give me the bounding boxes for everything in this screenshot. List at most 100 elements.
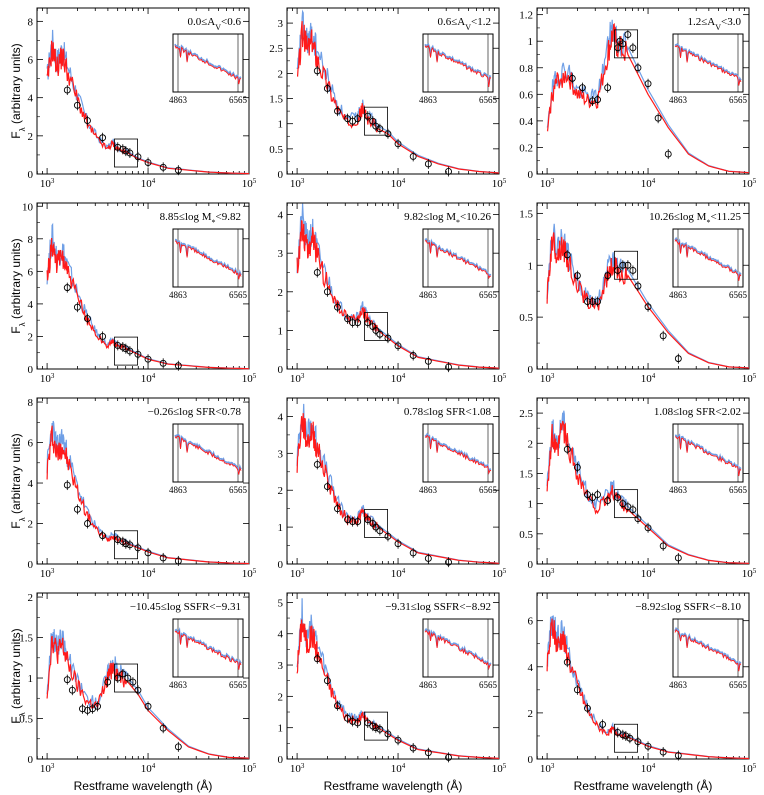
panel-title: −9.31≤log SSFR<−8.92 bbox=[385, 601, 491, 613]
panel-title: 9.82≤log M*<10.26 bbox=[404, 211, 491, 227]
y-tick-label: 8 bbox=[28, 397, 34, 409]
data-point bbox=[129, 678, 137, 686]
inset-red-spectrum bbox=[174, 240, 242, 280]
data-point bbox=[354, 115, 362, 123]
y-tick-label: 2 bbox=[278, 485, 284, 497]
inset-tick-4863: 4863 bbox=[169, 485, 188, 495]
data-point bbox=[159, 163, 167, 171]
x-tick-label: 105 bbox=[242, 567, 257, 580]
y-tick-label: 1 bbox=[278, 522, 284, 534]
inset-blue-spectrum bbox=[424, 43, 492, 86]
inset-red-spectrum bbox=[424, 629, 492, 671]
panel-title: 1.08≤log SFR<2.02 bbox=[654, 406, 741, 418]
y-tick-label: 2 bbox=[28, 592, 34, 604]
data-point bbox=[659, 748, 667, 756]
data-point bbox=[63, 481, 71, 489]
data-point bbox=[313, 67, 321, 75]
plot-frame bbox=[286, 592, 500, 760]
x-tick-label: 104 bbox=[391, 177, 406, 190]
y-tick-label: 10 bbox=[22, 201, 34, 213]
data-point bbox=[594, 298, 602, 306]
panel-2-2: 103 104 105 0 0.5 1 1.5 2 2.5 4863 6565 1.08≤log SF… bbox=[519, 397, 757, 580]
data-point bbox=[604, 497, 612, 505]
panel-0-0: 103 104 105 0 2 4 6 8 4863 6565 0.0≤AV<0.6 bbox=[28, 7, 257, 190]
data-point bbox=[445, 168, 452, 175]
y-tick-label: 4 bbox=[278, 411, 284, 423]
data-point bbox=[159, 359, 167, 367]
x-tick-label: 105 bbox=[492, 177, 507, 190]
data-point bbox=[84, 706, 91, 714]
y-tick-label: 0 bbox=[278, 559, 284, 571]
panel-title: 0.0≤AV<0.6 bbox=[188, 16, 242, 32]
x-tick-label: 104 bbox=[141, 567, 156, 580]
data-point bbox=[334, 505, 341, 513]
y-tick-label: 0 bbox=[278, 169, 284, 181]
inset-blue-spectrum bbox=[675, 433, 742, 475]
y-tick-label: 3 bbox=[278, 660, 284, 672]
y-tick-label: 0 bbox=[278, 364, 284, 376]
zoom-region-box bbox=[364, 312, 388, 341]
inset-tick-4863: 4863 bbox=[419, 485, 438, 495]
y-axis-label: Fλ (arbitrary units) bbox=[9, 628, 27, 723]
data-point bbox=[334, 702, 341, 710]
data-point bbox=[372, 724, 380, 732]
data-point bbox=[84, 315, 91, 322]
plot-frame bbox=[36, 397, 250, 565]
panel-0-2: 103 104 105 0 0.2 0.4 0.6 0.8 1 1.2 4863 6565 1.2≤AV… bbox=[519, 7, 757, 190]
panel-3-1: 103 104 105 0 1 2 3 4 5 4863 6565 −9.31≤log SSFR<−8… bbox=[278, 592, 507, 775]
x-tick-label: 105 bbox=[242, 177, 257, 190]
zoom-region-box bbox=[614, 29, 638, 59]
data-point bbox=[354, 518, 362, 526]
x-tick-label: 104 bbox=[641, 762, 656, 775]
y-tick-label: 0.5 bbox=[519, 529, 533, 541]
x-tick-label: 103 bbox=[290, 177, 305, 190]
zoom-region-box bbox=[614, 723, 638, 753]
data-point bbox=[349, 717, 357, 725]
zoom-region-box bbox=[614, 250, 638, 280]
inset-tick-4863: 4863 bbox=[669, 290, 688, 300]
data-point bbox=[568, 74, 576, 82]
y-tick-label: 0.2 bbox=[519, 142, 533, 154]
data-point bbox=[563, 251, 571, 259]
data-point bbox=[84, 520, 91, 527]
y-tick-label: 2 bbox=[28, 131, 34, 143]
data-point bbox=[376, 527, 384, 535]
red-model-spectrum bbox=[546, 232, 750, 369]
y-tick-label: 0 bbox=[28, 754, 34, 766]
x-tick-label: 103 bbox=[40, 372, 55, 385]
data-point bbox=[674, 355, 682, 363]
data-point bbox=[573, 272, 581, 280]
x-tick-label: 105 bbox=[742, 372, 757, 385]
x-axis-label: Restframe wavelength (Å) bbox=[324, 778, 463, 793]
data-point bbox=[68, 686, 76, 694]
inset-red-spectrum bbox=[174, 45, 242, 85]
panel-2-1: 103 104 105 0 1 2 3 4 4863 6565 0.78≤log SFR<1.08 bbox=[278, 397, 507, 580]
inset-tick-4863: 4863 bbox=[169, 680, 188, 690]
data-point bbox=[313, 655, 321, 663]
x-tick-label: 105 bbox=[492, 762, 507, 775]
data-point bbox=[394, 540, 402, 548]
inset-tick-4863: 4863 bbox=[169, 290, 188, 300]
x-tick-label: 104 bbox=[141, 762, 156, 775]
inset-tick-6565: 6565 bbox=[229, 95, 248, 105]
y-tick-label: 0 bbox=[528, 364, 534, 376]
inset-tick-6565: 6565 bbox=[229, 290, 248, 300]
inset-tick-6565: 6565 bbox=[729, 680, 748, 690]
inset-tick-6565: 6565 bbox=[729, 485, 748, 495]
y-tick-label: 6 bbox=[28, 55, 34, 67]
y-tick-label: 2 bbox=[278, 691, 284, 703]
red-model-spectrum bbox=[46, 40, 250, 175]
x-tick-label: 104 bbox=[141, 177, 156, 190]
data-point bbox=[629, 44, 637, 52]
panel-title: 8.85≤log M*<9.82 bbox=[160, 211, 241, 227]
data-point bbox=[654, 114, 662, 122]
zoom-region-box bbox=[364, 106, 388, 136]
data-point bbox=[104, 678, 112, 686]
data-point bbox=[622, 732, 630, 740]
data-point bbox=[644, 80, 652, 88]
y-tick-label: 1.2 bbox=[519, 10, 533, 22]
y-tick-label: 1 bbox=[28, 673, 34, 685]
y-tick-label: 4 bbox=[28, 478, 34, 490]
inset-tick-4863: 4863 bbox=[419, 290, 438, 300]
inset-red-spectrum bbox=[674, 629, 742, 672]
